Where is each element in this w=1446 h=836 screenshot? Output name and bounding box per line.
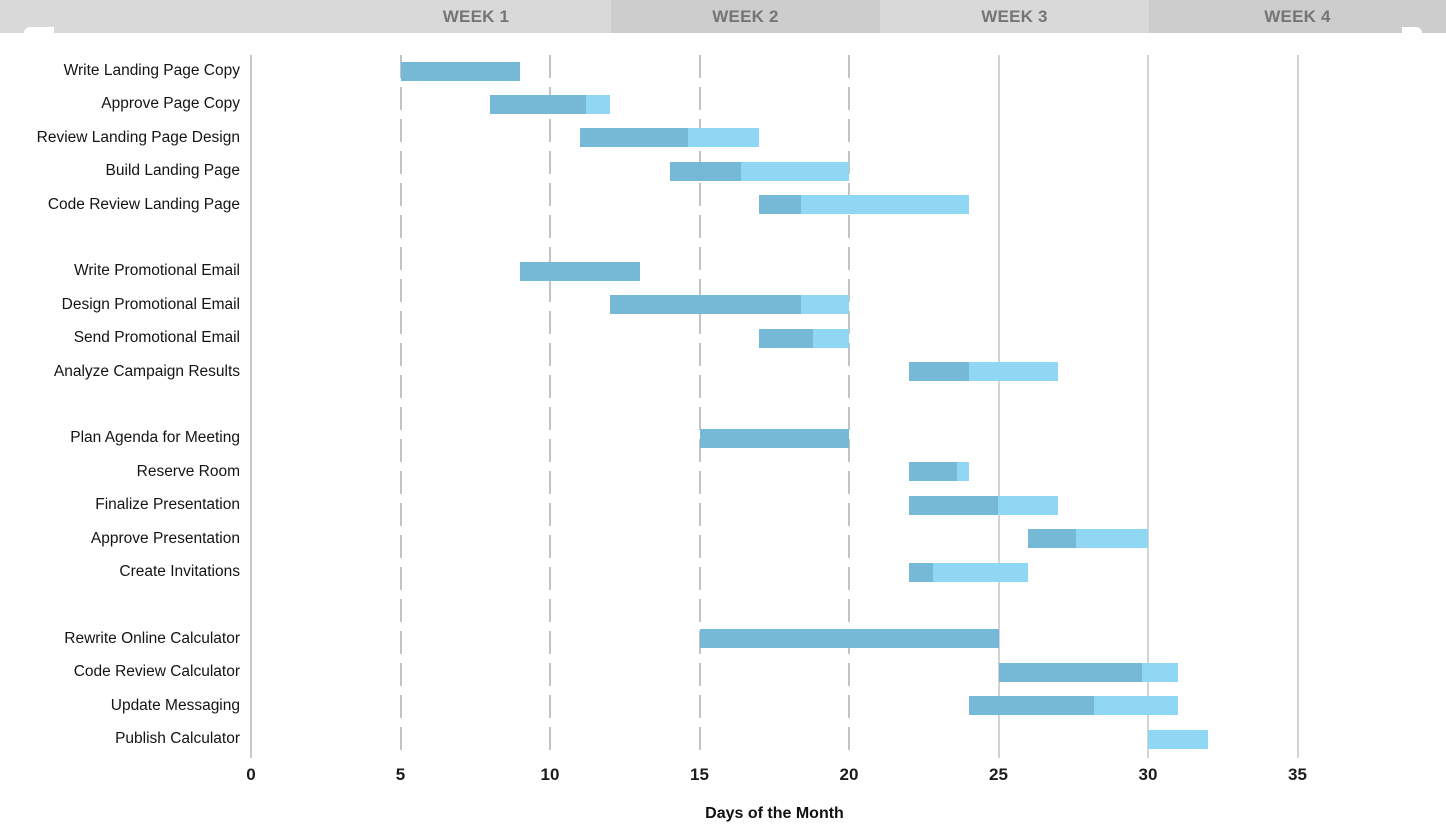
task-bar xyxy=(998,662,1178,682)
task-label: Update Messaging xyxy=(110,696,240,714)
task-bar-complete-segment xyxy=(490,94,586,114)
task-bar-complete-segment xyxy=(1028,529,1077,549)
x-axis-title: Days of the Month xyxy=(705,805,844,822)
gridline-day-5 xyxy=(399,55,402,758)
task-bar xyxy=(1148,729,1208,749)
task-label: Finalize Presentation xyxy=(95,496,240,514)
gridline-day-30 xyxy=(1147,55,1149,758)
task-label: Code Review Landing Page xyxy=(47,195,240,213)
x-tick-label: 30 xyxy=(1138,765,1158,784)
gridline-day-20 xyxy=(848,55,850,758)
task-bar-complete-segment xyxy=(669,161,742,181)
task-bar-complete-segment xyxy=(998,662,1143,682)
x-tick-label: 25 xyxy=(989,765,1008,784)
task-bar-complete-segment xyxy=(759,328,814,348)
task-bar xyxy=(908,562,1029,582)
task-bar xyxy=(520,261,640,281)
task-label: Write Landing Page Copy xyxy=(63,62,240,79)
gridline-day-10 xyxy=(549,55,551,758)
task-bar-complete-segment xyxy=(609,295,802,315)
task-bar xyxy=(908,495,1059,515)
task-bar xyxy=(759,195,969,215)
week-header-label: WEEK 2 xyxy=(712,7,779,26)
week-header-label: WEEK 4 xyxy=(1264,7,1331,26)
gridline-day-25 xyxy=(997,55,1000,758)
task-bar xyxy=(579,128,760,148)
task-label: Build Landing Page xyxy=(105,162,240,180)
task-label: Approve Page Copy xyxy=(101,95,240,113)
week-header-segment xyxy=(880,0,1149,33)
task-label: Plan Agenda for Meeting xyxy=(70,429,240,447)
x-tick-label: 20 xyxy=(839,765,859,784)
task-bar-complete-segment xyxy=(908,495,999,515)
task-bar xyxy=(968,696,1178,716)
week-header-segment xyxy=(611,0,880,33)
task-label: Send Promotional Email xyxy=(73,329,240,347)
task-bar xyxy=(609,295,849,315)
x-tick-label: 5 xyxy=(395,765,406,784)
task-bar xyxy=(908,362,1059,382)
header-rounded-corner-left xyxy=(24,27,54,33)
task-label: Analyze Campaign Results xyxy=(53,362,240,380)
x-tick-label: 15 xyxy=(690,765,709,784)
x-tick-label: 35 xyxy=(1288,765,1307,784)
task-bar xyxy=(699,428,849,448)
task-bar-complete-segment xyxy=(699,428,849,448)
task-label: Design Promotional Email xyxy=(61,295,240,313)
task-bar-complete-segment xyxy=(908,462,957,482)
task-label: Reserve Room xyxy=(136,462,240,480)
task-label: Publish Calculator xyxy=(115,730,240,747)
task-label: Create Invitations xyxy=(119,563,240,580)
task-label: Write Promotional Email xyxy=(74,262,240,280)
task-bar-complete-segment xyxy=(579,128,688,148)
task-bar xyxy=(669,161,849,181)
task-label: Code Review Calculator xyxy=(73,663,240,681)
task-bar xyxy=(1028,529,1148,549)
task-bar-complete-segment xyxy=(908,362,969,382)
task-label: Rewrite Online Calculator xyxy=(64,629,240,647)
week-header-label: WEEK 1 xyxy=(442,7,510,26)
gridline-day-15 xyxy=(698,55,701,758)
gridline-day-0 xyxy=(250,55,252,758)
task-bar xyxy=(908,462,969,482)
task-bar-complete-segment xyxy=(400,61,521,81)
x-tick-label: 10 xyxy=(540,765,560,784)
task-bar-complete-segment xyxy=(908,562,933,582)
week-header-band: WEEK 1 WEEK 2 WEEK 3 WEEK 4 xyxy=(0,0,1446,33)
week-header-segment xyxy=(1149,0,1446,33)
task-bar-complete-segment xyxy=(520,261,640,281)
task-label: Approve Presentation xyxy=(90,529,240,547)
task-bar-complete-segment xyxy=(968,696,1095,716)
week-header-segment xyxy=(342,0,611,33)
header-rounded-corner-right xyxy=(1402,27,1422,33)
gridline-day-35 xyxy=(1296,55,1299,758)
task-bar-complete-segment xyxy=(699,629,999,649)
task-bar xyxy=(400,61,521,81)
task-bar-complete-segment xyxy=(759,195,802,215)
task-bar xyxy=(490,94,610,114)
task-bar xyxy=(759,328,849,348)
week-header-label: WEEK 3 xyxy=(981,7,1048,26)
x-tick-label: 0 xyxy=(246,765,256,784)
task-bar xyxy=(699,629,999,649)
task-label: Review Landing Page Design xyxy=(36,128,240,146)
